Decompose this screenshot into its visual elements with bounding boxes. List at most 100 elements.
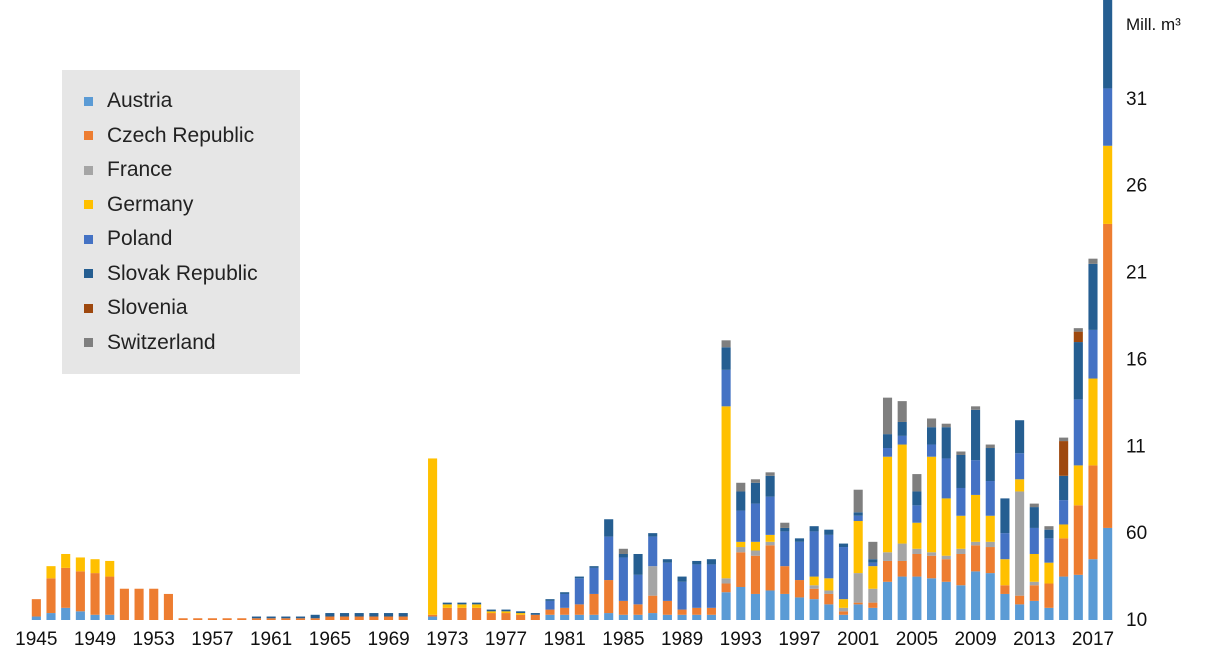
bar-segment-2009-germany — [971, 494, 981, 542]
bar-segment-1975-slovak-republic — [472, 602, 482, 605]
bar-segment-1984-poland — [604, 536, 614, 581]
bar-segment-2017-czech-republic — [1088, 465, 1098, 560]
bar-segment-1945-austria — [31, 616, 41, 620]
bar-segment-2007-czech-republic — [941, 559, 951, 582]
bar-segment-1963-czech-republic — [295, 618, 306, 620]
bar-segment-1987-austria — [648, 613, 658, 620]
bar-segment-2013-poland — [1029, 527, 1039, 554]
bar-segment-1992-switzerland — [721, 340, 731, 348]
legend-item-slovak-republic: Slovak Republic — [84, 257, 258, 291]
bar-segment-1947-germany — [61, 553, 71, 568]
bar-segment-1948-austria — [75, 611, 85, 620]
bar-segment-2015-austria — [1059, 576, 1069, 620]
bar-segment-2001-switzerland — [853, 489, 863, 513]
bar-segment-2005-switzerland — [912, 474, 922, 492]
bar-segment-2003-austria — [882, 581, 893, 620]
bar-segment-1972-czech-republic — [428, 614, 438, 617]
bar-segment-2004-austria — [897, 576, 907, 620]
bar-segment-1998-austria — [809, 599, 819, 620]
bar-segment-2010-poland — [985, 481, 995, 516]
bar-segment-1962-slovak-republic — [281, 616, 291, 619]
legend-label: Switzerland — [107, 330, 216, 354]
bar-segment-1961-slovak-republic — [266, 616, 276, 619]
x-tick-label: 1949 — [74, 629, 116, 650]
bar-segment-2007-austria — [941, 581, 951, 620]
bar-segment-2007-germany — [941, 498, 951, 556]
bar-segment-1951-czech-republic — [119, 588, 129, 620]
bar-segment-2015-poland — [1059, 500, 1069, 525]
bar-segment-1970-czech-republic — [398, 616, 408, 620]
bar-segment-1979-slovak-republic — [530, 613, 540, 615]
bar-segment-1976-germany — [486, 611, 496, 614]
bar-segment-1985-slovak-republic — [618, 553, 628, 558]
x-tick-label: 1997 — [778, 629, 820, 650]
bar-segment-2005-france — [912, 548, 922, 554]
bar-segment-2007-switzerland — [941, 423, 951, 428]
bar-segment-2001-france — [853, 573, 863, 603]
bar-segment-2002-slovak-republic — [868, 559, 878, 563]
bar-segment-1988-austria — [662, 614, 672, 620]
bar-segment-2002-czech-republic — [868, 602, 878, 608]
y-tick-label: 26 — [1126, 176, 1147, 197]
bar-segment-2013-germany — [1029, 553, 1039, 582]
bar-segment-1999-austria — [824, 604, 834, 620]
bar-segment-2000-germany — [838, 599, 849, 608]
bar-segment-1992-slovak-republic — [721, 347, 731, 370]
bar-segment-1963-slovak-republic — [295, 616, 306, 619]
bar-segment-1995-germany — [765, 534, 775, 542]
bar-segment-2003-germany — [882, 456, 893, 553]
bar-segment-1964-slovak-republic — [310, 614, 320, 619]
bar-segment-1994-france — [750, 550, 760, 556]
bar-segment-2009-slovak-republic — [971, 409, 981, 461]
bar-segment-2016-austria — [1073, 574, 1083, 620]
bar-segment-1949-austria — [90, 614, 100, 620]
bar-segment-1956-czech-republic — [193, 618, 203, 620]
bar-segment-1969-slovak-republic — [384, 613, 394, 617]
bar-segment-2015-germany — [1059, 524, 1069, 539]
bar-segment-1992-france — [721, 578, 731, 584]
bar-segment-2006-france — [927, 552, 937, 556]
x-tick-label: 1965 — [309, 629, 351, 650]
bar-segment-2016-germany — [1073, 465, 1083, 506]
bar-segment-2002-france — [868, 588, 878, 603]
bar-segment-1967-slovak-republic — [354, 613, 364, 617]
bar-segment-1988-poland — [662, 562, 672, 601]
bar-segment-2003-slovak-republic — [882, 434, 893, 449]
x-tick-label: 1985 — [602, 629, 644, 650]
bar-segment-2008-switzerland — [956, 451, 966, 455]
legend-item-germany: Germany — [84, 188, 193, 222]
bar-segment-2018-austria — [1103, 527, 1113, 620]
bar-segment-1994-czech-republic — [750, 555, 760, 594]
bar-segment-2011-austria — [1000, 593, 1010, 620]
bar-segment-1977-germany — [501, 611, 511, 614]
bar-segment-1962-czech-republic — [281, 618, 291, 620]
bar-segment-2012-germany — [1015, 479, 1025, 492]
bar-segment-1993-czech-republic — [736, 552, 746, 587]
bar-segment-2009-poland — [971, 460, 981, 495]
y-tick-label: 11 — [1126, 436, 1146, 457]
bar-segment-1994-switzerland — [750, 479, 760, 483]
legend-swatch — [84, 131, 93, 140]
bar-segment-2007-slovak-republic — [941, 427, 951, 459]
bar-segment-2018-germany — [1103, 145, 1113, 224]
bar-segment-2005-austria — [912, 576, 922, 620]
bar-segment-1976-czech-republic — [486, 613, 496, 620]
x-tick-label: 1981 — [544, 629, 586, 650]
legend-swatch — [84, 303, 93, 313]
bar-segment-2011-slovak-republic — [1000, 498, 1010, 534]
bar-segment-1980-slovak-republic — [545, 599, 555, 601]
bar-segment-2017-austria — [1088, 559, 1098, 620]
legend-label: Austria — [107, 89, 173, 112]
bar-segment-2018-poland — [1103, 88, 1113, 146]
bar-segment-2005-czech-republic — [912, 553, 922, 577]
bar-segment-1994-slovak-republic — [750, 482, 760, 504]
x-tick-label: 1957 — [191, 629, 233, 650]
bar-segment-1997-poland — [794, 541, 805, 581]
bar-segment-2016-slovenia — [1073, 331, 1083, 343]
bar-segment-2009-switzerland — [971, 406, 981, 410]
bar-segment-2013-france — [1029, 581, 1039, 586]
chart-legend: Austria Czech Republic France Germany Poland… — [62, 70, 300, 374]
legend-label: Germany — [107, 192, 194, 216]
bar-segment-1968-slovak-republic — [369, 613, 379, 617]
bar-segment-1993-austria — [736, 586, 746, 620]
